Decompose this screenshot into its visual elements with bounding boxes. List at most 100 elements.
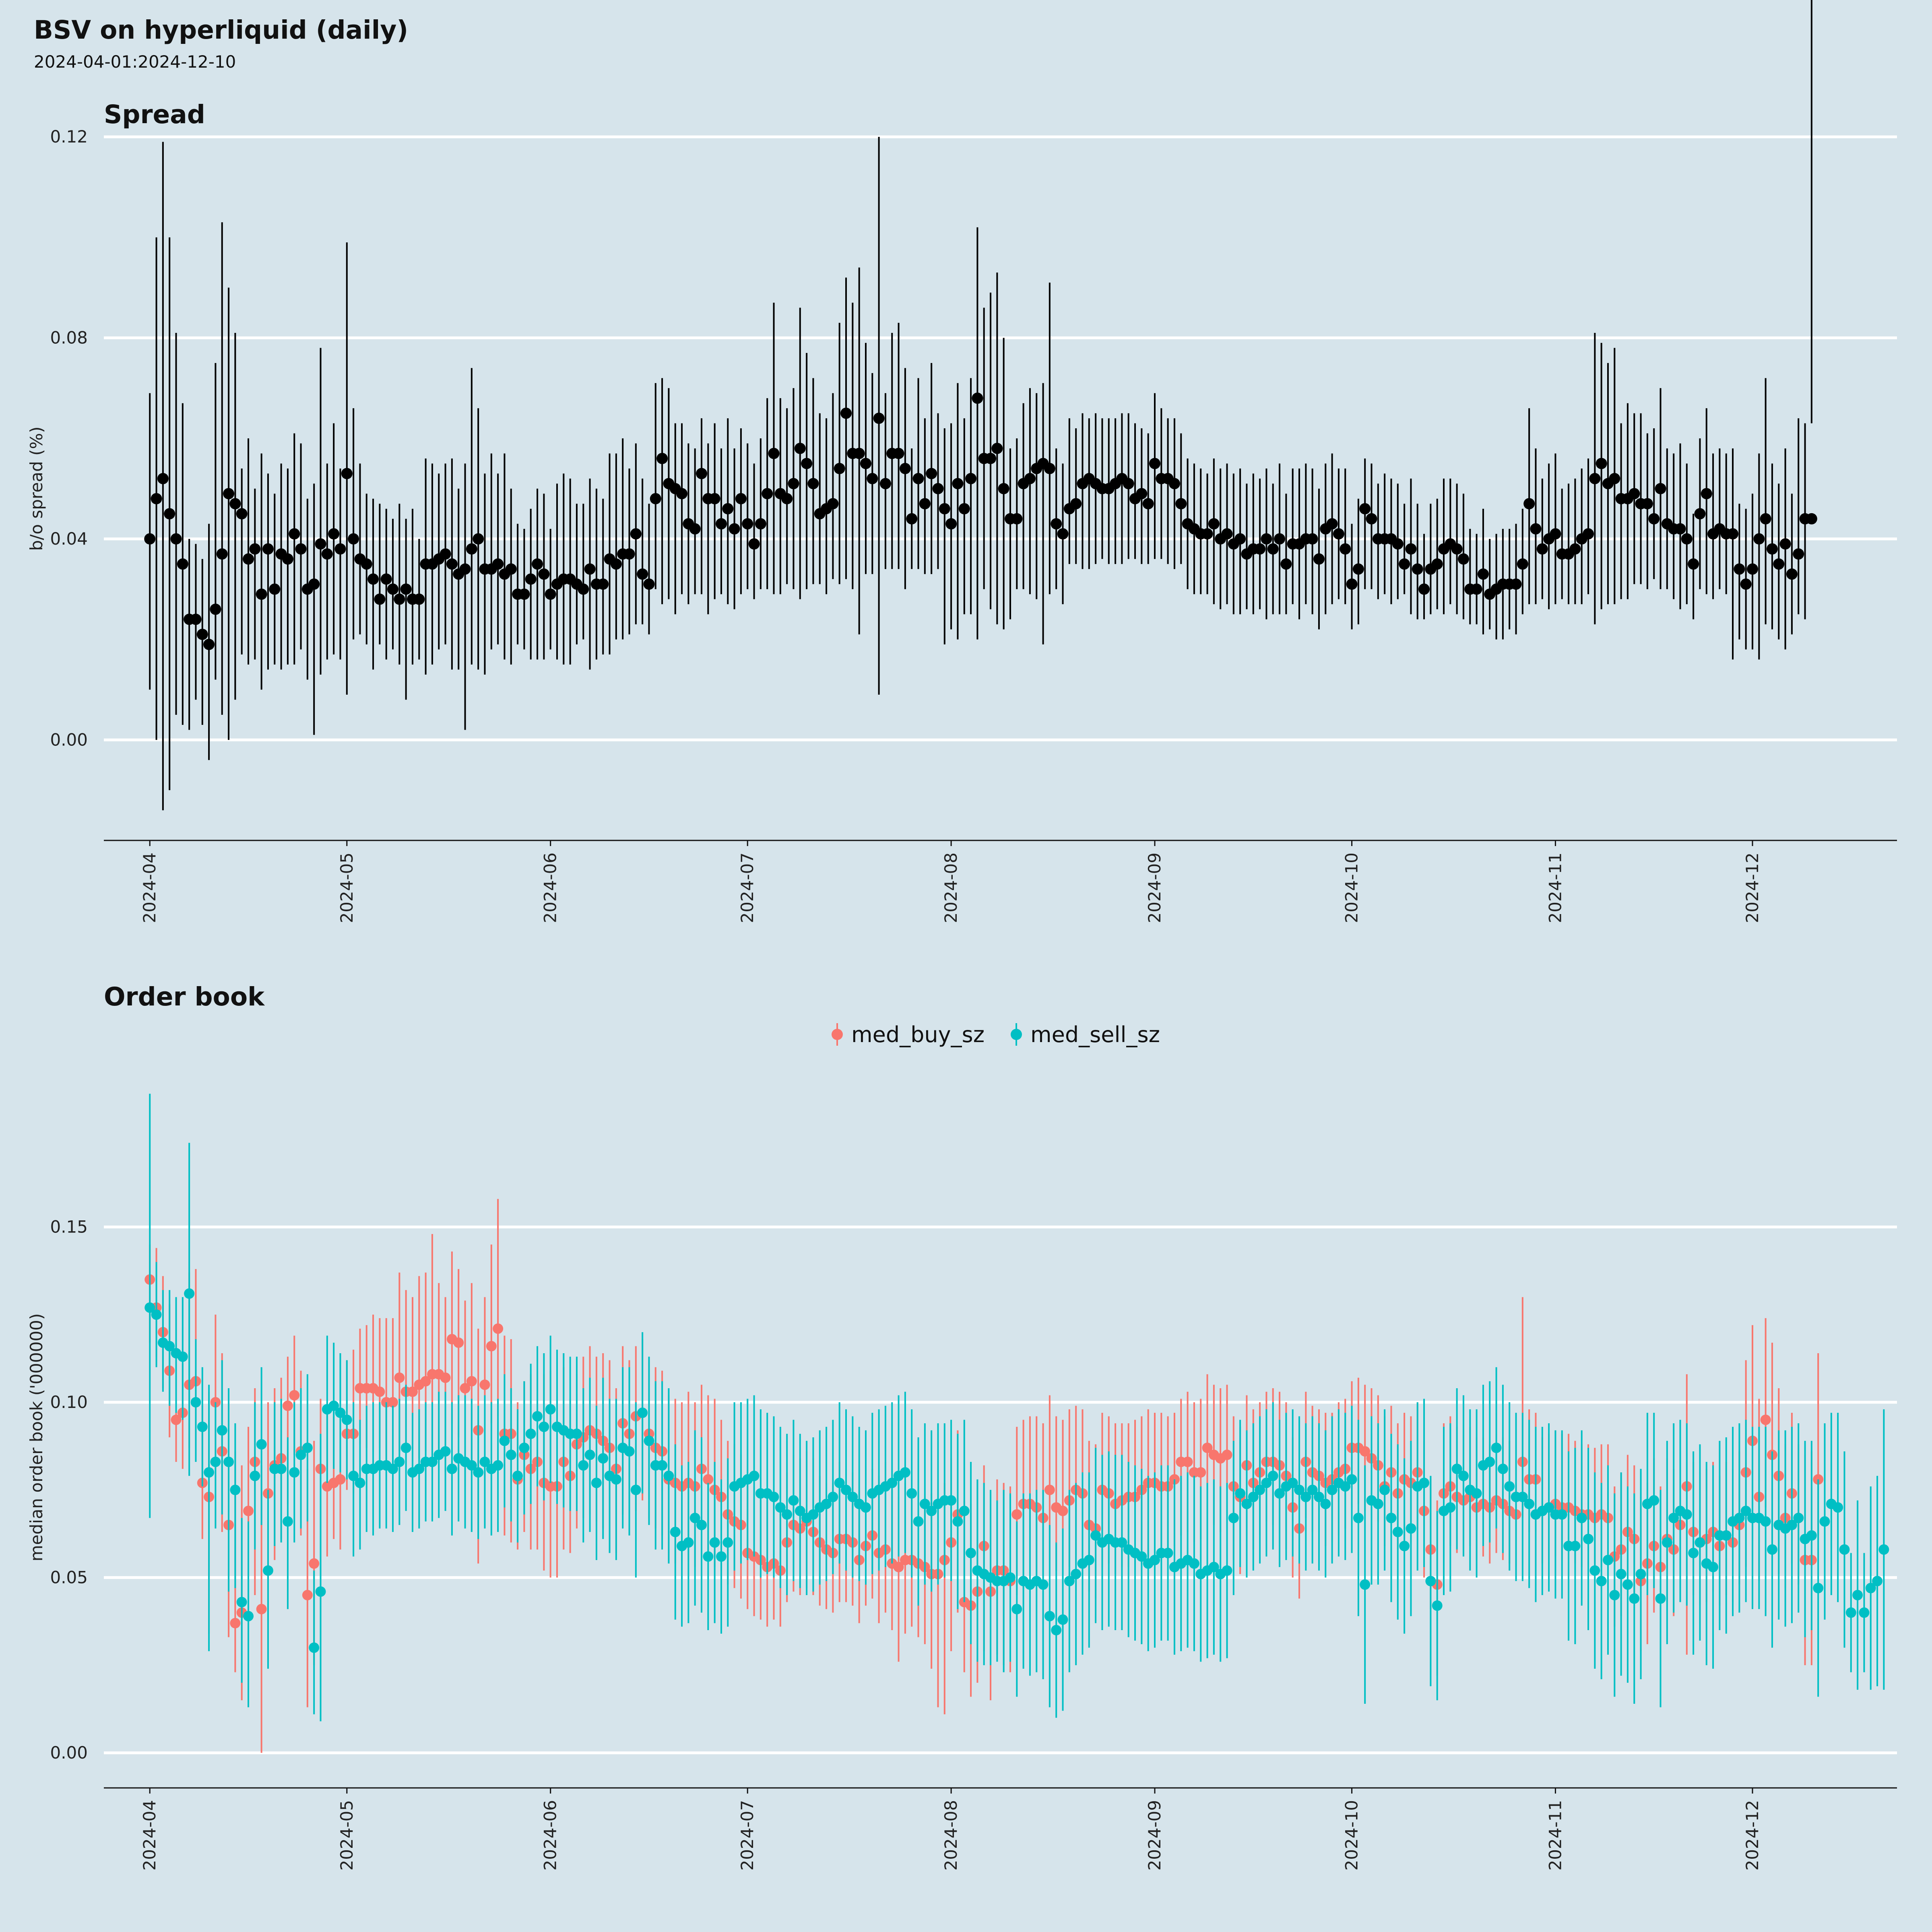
data-point xyxy=(926,1505,937,1516)
data-point xyxy=(1201,528,1213,540)
data-point xyxy=(827,498,839,510)
data-point xyxy=(229,498,241,510)
data-point xyxy=(584,563,596,575)
data-point xyxy=(1221,528,1233,540)
data-point xyxy=(387,583,399,595)
data-point xyxy=(1852,1589,1863,1600)
data-point xyxy=(716,1551,727,1562)
data-point xyxy=(420,1376,431,1387)
data-point xyxy=(236,508,248,520)
data-point xyxy=(1320,1499,1331,1509)
y-tick-label: 0.15 xyxy=(50,1217,88,1236)
data-point xyxy=(1544,1502,1554,1513)
data-point xyxy=(1497,1463,1508,1474)
data-point xyxy=(1740,578,1752,590)
data-point xyxy=(203,639,215,650)
data-point xyxy=(998,483,1009,494)
data-point xyxy=(1865,1583,1876,1593)
x-tick-label: 2024-05 xyxy=(337,852,357,923)
data-point xyxy=(1649,1495,1660,1506)
data-point xyxy=(282,553,293,565)
data-point xyxy=(1241,1499,1252,1509)
data-point xyxy=(177,558,188,570)
data-point xyxy=(683,1537,694,1548)
data-point xyxy=(1234,533,1246,545)
data-point xyxy=(1641,498,1653,510)
data-point xyxy=(1168,478,1180,489)
data-point xyxy=(1189,1558,1199,1569)
data-point xyxy=(295,1449,306,1460)
data-point xyxy=(887,1478,898,1488)
data-point xyxy=(440,1446,451,1457)
data-point xyxy=(262,543,274,555)
data-point xyxy=(1727,528,1739,540)
data-point xyxy=(1353,1513,1364,1523)
data-point xyxy=(341,1414,352,1425)
y-tick-label: 0.00 xyxy=(50,730,88,749)
data-point xyxy=(1235,1488,1246,1499)
data-point xyxy=(946,1495,957,1506)
legend-item-med_sell_sz: med_sell_sz xyxy=(1011,1022,1160,1047)
data-point xyxy=(1360,1446,1371,1457)
y-tick-label: 0.05 xyxy=(50,1567,88,1587)
data-point xyxy=(1523,498,1535,510)
data-point xyxy=(1734,563,1745,575)
data-point xyxy=(729,523,740,535)
data-point xyxy=(223,488,235,500)
data-point xyxy=(1793,1513,1804,1523)
data-point xyxy=(282,1516,293,1527)
med_sell_sz-series xyxy=(144,1094,1889,1721)
data-point xyxy=(1674,523,1686,535)
data-point xyxy=(985,453,997,464)
data-point xyxy=(1208,1562,1219,1573)
data-point xyxy=(637,568,648,580)
data-point xyxy=(1655,483,1666,494)
data-point xyxy=(1760,513,1771,524)
data-point xyxy=(400,583,412,595)
data-point xyxy=(1491,1443,1502,1453)
data-point xyxy=(1701,488,1712,500)
data-point xyxy=(328,1400,339,1411)
data-point xyxy=(144,1302,155,1313)
legend-key-dot xyxy=(832,1029,843,1040)
x-tick-label: 2024-08 xyxy=(941,1800,961,1871)
data-point xyxy=(1813,1583,1824,1593)
spread-marks xyxy=(144,0,1817,811)
data-point xyxy=(243,1505,254,1516)
data-point xyxy=(1412,563,1423,575)
data-point xyxy=(1255,1484,1265,1495)
data-point xyxy=(906,513,918,524)
data-point xyxy=(466,1460,477,1471)
data-point xyxy=(1011,1604,1022,1614)
data-point xyxy=(1662,1537,1672,1548)
data-point xyxy=(1195,1467,1206,1478)
data-point xyxy=(532,1411,543,1422)
x-tick-label: 2024-11 xyxy=(1545,1800,1565,1871)
data-point xyxy=(972,392,983,404)
data-point xyxy=(1695,1537,1705,1548)
data-point xyxy=(1708,1562,1719,1573)
data-point xyxy=(486,1341,497,1352)
data-point xyxy=(164,508,175,520)
data-point xyxy=(1222,1565,1232,1576)
data-point xyxy=(446,558,458,570)
data-point xyxy=(196,629,208,640)
data-point xyxy=(1721,1530,1732,1541)
data-point xyxy=(1681,1509,1692,1520)
data-point xyxy=(295,543,307,555)
data-point xyxy=(400,1443,411,1453)
orderbook-tick-labels: 0.00 0.05 0.10 0.15 2024-04 2024-05 2024-06 202… xyxy=(50,1217,1762,1870)
data-point xyxy=(670,1527,681,1538)
data-point xyxy=(545,588,556,600)
data-point xyxy=(1833,1502,1843,1513)
data-point xyxy=(722,1537,733,1548)
data-point xyxy=(1399,1541,1410,1552)
data-point xyxy=(1530,523,1542,535)
legend-item-med_buy_sz: med_buy_sz xyxy=(832,1022,985,1047)
data-point xyxy=(584,1449,595,1460)
data-point xyxy=(1550,528,1561,540)
data-point xyxy=(1609,1589,1620,1600)
data-point xyxy=(1635,1569,1646,1579)
data-point xyxy=(879,478,891,489)
data-point xyxy=(781,493,793,504)
